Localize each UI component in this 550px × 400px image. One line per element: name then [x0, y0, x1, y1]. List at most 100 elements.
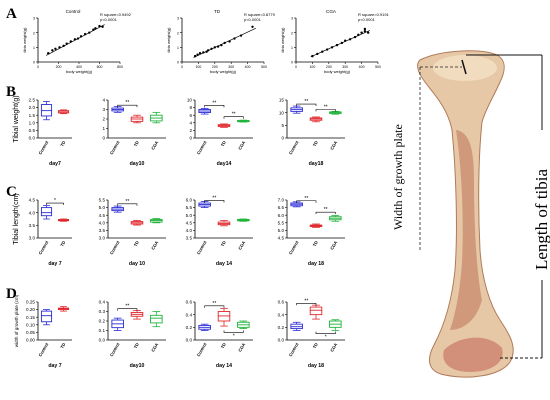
- chart-title: day7: [49, 161, 61, 167]
- y-tick-label: 10: [187, 98, 193, 103]
- x-category-label: CGA: [237, 240, 246, 251]
- chart-a-0: 0 1 2 3 0 200 400 600 800 Control body weight(g) ti…: [22, 9, 132, 74]
- x-category-label: TD: [312, 240, 319, 247]
- y-tick-label: 2.0: [29, 105, 36, 110]
- r-square-label: R square=0.8779: [244, 12, 276, 17]
- chart-title: TD: [214, 9, 221, 14]
- chart-c-8: 3.0 3.5 4.0 4.5 5.0 5.5 Control TD CGA ** day 10: [99, 198, 166, 267]
- x-category-label: Control: [288, 342, 300, 357]
- y-tick-label: 2: [177, 31, 179, 35]
- y-tick-label: 2: [189, 128, 192, 133]
- p-value-label: p<0.0001: [358, 17, 376, 22]
- y-tick-label: 0.1: [99, 328, 106, 333]
- y-tick-label: 6: [189, 113, 192, 118]
- x-tick-label: 300: [342, 65, 348, 69]
- p-value-label: p<0.0001: [100, 17, 118, 22]
- significance-bracket: [315, 109, 336, 112]
- length-label: Length of tibia: [532, 169, 550, 270]
- box: [309, 306, 323, 316]
- y-tick-label: 0.2: [99, 319, 106, 324]
- panel-letter-a: A: [6, 6, 17, 22]
- chart-title: day 10: [129, 261, 145, 267]
- chart-b-6: 0 5 10 15 Control TD CGA ** ** day18: [279, 98, 345, 167]
- y-tick-label: 3: [102, 107, 105, 112]
- x-axis-label: body weight(g): [210, 69, 237, 74]
- y-tick-label: 0: [177, 61, 179, 65]
- tibia-bone-marrow: [450, 130, 482, 330]
- p-value-label: p<0.0001: [244, 17, 262, 22]
- data-point: [198, 52, 202, 55]
- significance-bracket: [296, 103, 317, 107]
- chart-title: day 18: [308, 363, 324, 369]
- x-category-label: CGA: [329, 240, 338, 251]
- x-tick-label: 500: [375, 65, 381, 69]
- x-category-label: TD: [312, 140, 319, 147]
- y-tick-label: 3: [33, 17, 35, 21]
- chart-a-1: 0 1 2 3 0 100 200 300 400 500 TD body weight(g) tibi…: [166, 9, 276, 74]
- y-tick-label: 1.5: [29, 113, 36, 118]
- significance-bracket: [296, 302, 317, 306]
- box: [150, 314, 163, 324]
- y-tick-label: 15: [279, 98, 285, 103]
- x-category-label: TD: [220, 140, 227, 147]
- x-category-label: CGA: [150, 140, 159, 151]
- chart-b-4: 0 1 2 3 4 Control TD CGA ** day10: [102, 98, 166, 167]
- y-tick-label: 1: [102, 126, 105, 131]
- data-point: [360, 31, 363, 34]
- x-tick-label: 200: [56, 65, 62, 69]
- y-tick-label: 0.0: [99, 338, 106, 343]
- panel-letter-c: C: [6, 184, 17, 200]
- significance-label: **: [212, 301, 216, 307]
- chart-title: day10: [130, 161, 145, 167]
- x-tick-label: 200: [212, 65, 218, 69]
- y-tick-label: 4.5: [99, 213, 106, 218]
- data-point: [366, 31, 370, 34]
- y-tick-label: 2.5: [29, 98, 36, 103]
- significance-bracket: [117, 104, 138, 108]
- x-axis-label: body weight(g): [324, 69, 351, 74]
- y-tick-label: 4.5: [29, 198, 36, 203]
- x-tick-label: 0: [295, 65, 297, 69]
- chart-title: day 14: [216, 261, 232, 267]
- chart-c-9: 3.5 4.0 4.5 5.0 5.5 6.0 Control TD CGA ** day 14: [186, 195, 253, 267]
- x-category-label: Control: [196, 240, 208, 255]
- significance-label: **: [304, 298, 308, 304]
- y-tick-label: 8: [189, 105, 192, 110]
- significance-label: **: [125, 199, 129, 205]
- y-tick-label: 0.4: [99, 300, 106, 305]
- x-category-label: Control: [288, 140, 300, 155]
- y-tick-label: 0.6: [186, 300, 193, 305]
- x-category-label: CGA: [150, 342, 159, 353]
- x-category-label: Control: [196, 140, 208, 155]
- significance-bracket: [315, 211, 336, 215]
- chart-b-5: 0 2 4 6 8 10 Control TD CGA ** ** day14: [187, 98, 253, 167]
- y-tick-label: 7.0: [278, 198, 285, 203]
- significance-label: **: [304, 99, 308, 105]
- x-category-label: TD: [220, 240, 227, 247]
- y-tick-label: 0.4: [186, 312, 193, 317]
- chart-title: day 14: [216, 363, 232, 369]
- x-category-label: Control: [38, 342, 50, 357]
- y-tick-label: 0.00: [26, 338, 35, 343]
- x-tick-label: 400: [245, 65, 251, 69]
- significance-bracket: [117, 203, 138, 206]
- y-tick-label: 4.5: [278, 236, 285, 241]
- tibia-photo: Width of growth plate Length of tibia: [391, 50, 550, 378]
- x-category-label: TD: [133, 240, 140, 247]
- x-category-label: Control: [288, 240, 300, 255]
- significance-label: **: [232, 112, 236, 118]
- y-tick-label: 4.0: [99, 220, 106, 225]
- x-category-label: Control: [109, 342, 121, 357]
- significance-label: *: [233, 333, 235, 339]
- chart-d-11: 0.00 0.05 0.10 0.15 0.20 0.25 Control TD day 7 wi…: [14, 294, 72, 369]
- y-tick-label: 1: [33, 46, 35, 50]
- x-category-label: CGA: [237, 342, 246, 353]
- y-tick-label: 0: [33, 61, 35, 65]
- y-tick-label: 5.0: [278, 228, 285, 233]
- y-tick-label: 0.2: [186, 325, 193, 330]
- x-category-label: Control: [196, 342, 208, 357]
- significance-label: *: [325, 335, 327, 341]
- y-tick-label: 0: [281, 136, 284, 141]
- x-category-label: TD: [59, 342, 66, 349]
